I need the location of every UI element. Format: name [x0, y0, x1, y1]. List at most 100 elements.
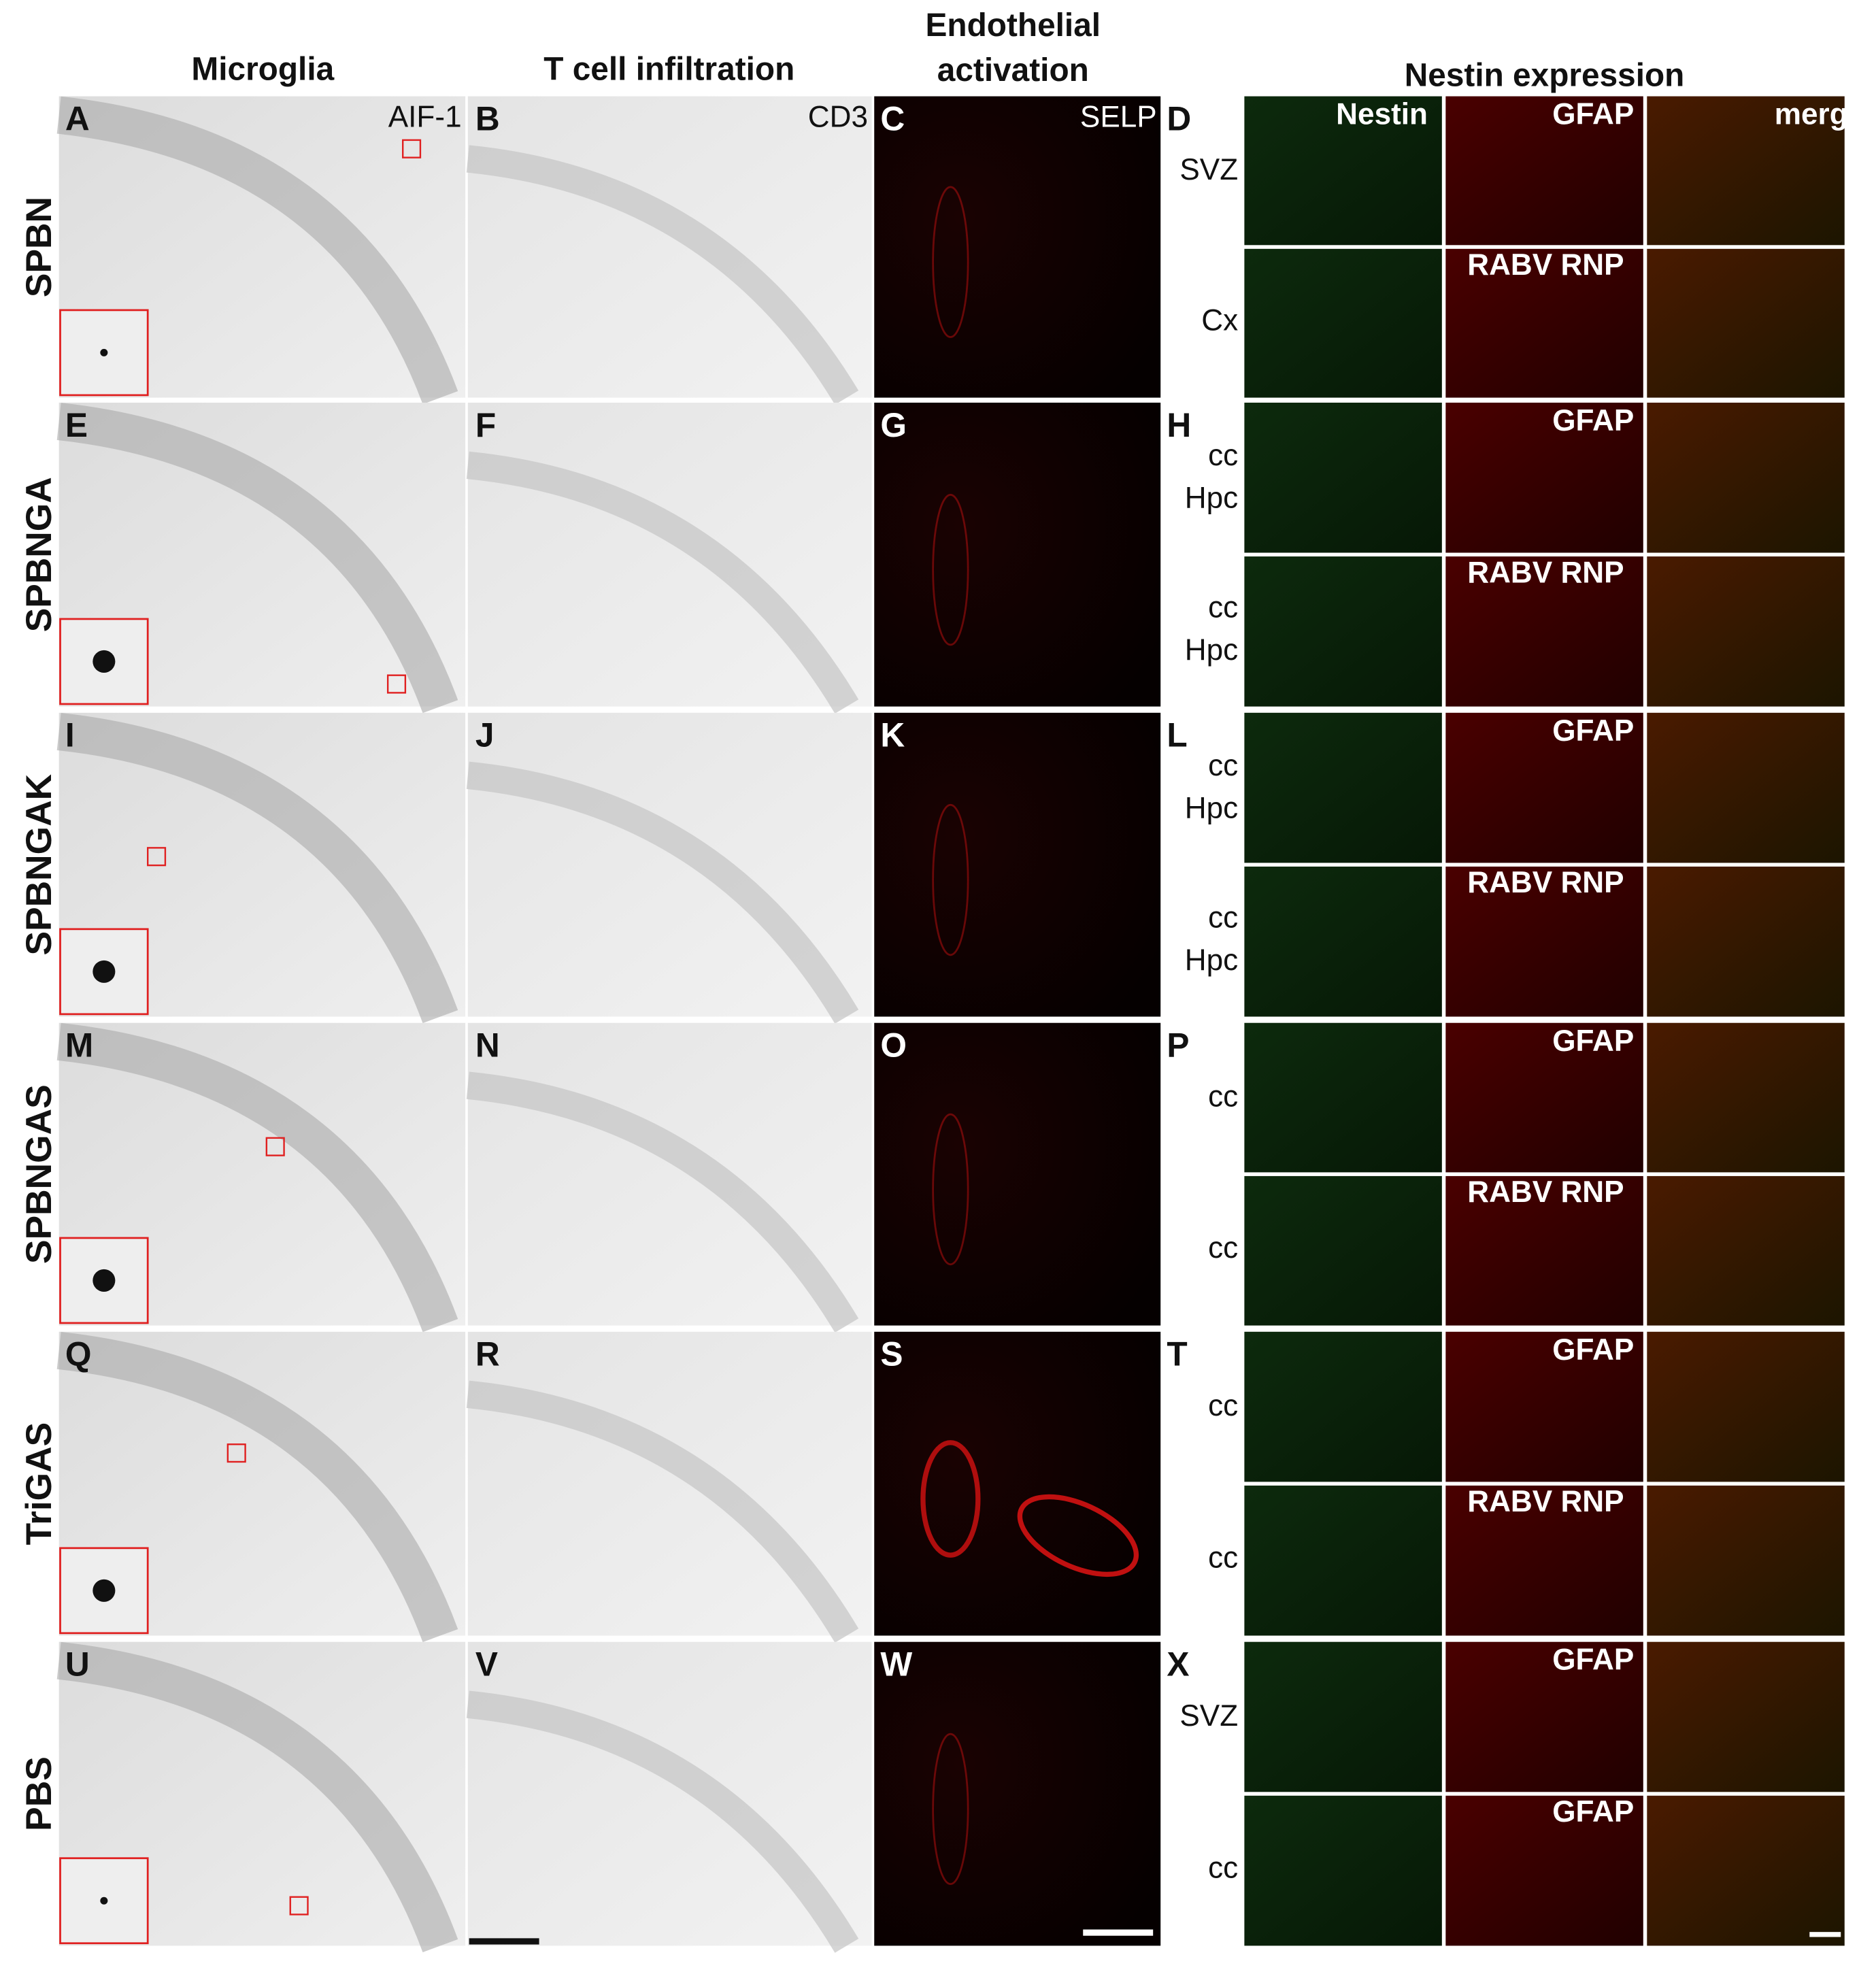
- fluorescence-panel: [1647, 556, 1845, 707]
- fluorescence-panel: [1647, 1331, 1845, 1482]
- channel-label: RABV RNP: [1467, 1485, 1624, 1518]
- inset-cell: [100, 1896, 108, 1905]
- marker-label: CD3: [808, 100, 868, 133]
- marker-label: AIF-1: [388, 100, 462, 133]
- white-matter-band: [56, 1331, 458, 1643]
- zoom-box: [265, 1137, 285, 1156]
- region-label: SVZ: [1179, 1699, 1238, 1733]
- fluorescence-panel: [1445, 866, 1643, 1017]
- fluorescence-panel: [1647, 1175, 1845, 1326]
- fluorescence-panel: [1244, 1795, 1442, 1946]
- channel-label: GFAP: [1552, 1333, 1634, 1367]
- panel-letter: J: [475, 716, 495, 754]
- panel-letter: R: [475, 1335, 500, 1373]
- channel-label: RABV RNP: [1467, 248, 1624, 282]
- zoom-box: [227, 1443, 246, 1463]
- fluorescence-panel: [1244, 248, 1442, 398]
- white-matter-band: [466, 145, 859, 405]
- row-label: SPBN: [19, 197, 59, 297]
- channel-label: GFAP: [1552, 98, 1634, 131]
- fluorescence-panel: [1647, 248, 1845, 398]
- region-label: Cx: [1201, 303, 1238, 337]
- fluorescence-panel: [1445, 96, 1643, 246]
- panel-letter: V: [475, 1645, 498, 1684]
- column-header: T cell infiltration: [543, 51, 794, 87]
- fluorescence-panel: [1244, 96, 1442, 246]
- panel-letter: B: [475, 99, 500, 137]
- selp-panel: [874, 1022, 1161, 1326]
- white-matter-band: [466, 1690, 859, 1953]
- column-header: activation: [937, 52, 1089, 88]
- panel-letter: L: [1167, 716, 1187, 754]
- channel-label: RABV RNP: [1467, 1175, 1624, 1209]
- row-label: SPBNGAK: [19, 774, 59, 956]
- row-label: TriGAS: [19, 1422, 59, 1545]
- panel-letter: X: [1167, 1645, 1189, 1684]
- panel-letter: F: [475, 406, 496, 444]
- channel-label: Nestin: [1336, 98, 1428, 131]
- vessel: [932, 803, 969, 956]
- white-matter-band: [466, 451, 859, 714]
- inset: [59, 1857, 149, 1945]
- fluorescence-panel: [1445, 1795, 1643, 1946]
- region-label: cc: [1208, 1231, 1238, 1265]
- scale-bar: [1083, 1929, 1154, 1936]
- fluorescence-panel: [1445, 248, 1643, 398]
- fluorescence-panel: [1244, 712, 1442, 863]
- channel-label: GFAP: [1552, 404, 1634, 437]
- fluorescence-panel: [1647, 1795, 1845, 1946]
- row-label: SPBNGA: [19, 477, 59, 632]
- scale-bar: [1809, 1932, 1841, 1937]
- fluorescence-panel: [1445, 1641, 1643, 1792]
- fluorescence-panel: [1244, 1022, 1442, 1173]
- fluorescence-panel: [1445, 402, 1643, 553]
- fluorescence-panel: [1244, 1175, 1442, 1326]
- channel-label: RABV RNP: [1467, 556, 1624, 589]
- fluorescence-panel: [1244, 866, 1442, 1017]
- region-label: cc: [1208, 1851, 1238, 1884]
- fluorescence-panel: [1647, 866, 1845, 1017]
- region-label: Hpc: [1185, 482, 1238, 515]
- fluorescence-panel: [1445, 1175, 1643, 1326]
- white-matter-band: [56, 96, 458, 405]
- panel-letter: O: [880, 1026, 907, 1065]
- vessel: [932, 493, 969, 646]
- region-label: cc: [1208, 749, 1238, 782]
- channel-label: GFAP: [1552, 1795, 1634, 1828]
- fluorescence-panel: [1647, 712, 1845, 863]
- fluorescence-panel: [1445, 1485, 1643, 1636]
- vessel: [932, 1733, 969, 1886]
- selp-panel: [874, 96, 1161, 398]
- panel-letter: N: [475, 1026, 500, 1065]
- channel-label: GFAP: [1552, 714, 1634, 748]
- fluorescence-panel: [1244, 556, 1442, 707]
- region-label: Hpc: [1185, 791, 1238, 824]
- region-label: cc: [1208, 1389, 1238, 1422]
- panel-letter: C: [880, 99, 905, 137]
- fluorescence-panel: [1647, 1485, 1845, 1636]
- white-matter-band: [466, 761, 859, 1024]
- fluorescence-panel: [1445, 556, 1643, 707]
- region-label: Hpc: [1185, 633, 1238, 667]
- vessel: [1017, 1494, 1139, 1577]
- fluorescence-panel: [1647, 402, 1845, 553]
- selp-panel: [874, 1331, 1161, 1636]
- panel-letter: W: [880, 1645, 912, 1684]
- region-label: cc: [1208, 1541, 1238, 1574]
- row-label: PBS: [19, 1756, 59, 1831]
- fluorescence-panel: [1445, 1331, 1643, 1482]
- panel-letter: S: [880, 1335, 903, 1373]
- row-label: SPBNGAS: [19, 1084, 59, 1264]
- panel-letter: K: [880, 716, 905, 754]
- fluorescence-panel: [1244, 1331, 1442, 1482]
- white-matter-band: [56, 403, 458, 714]
- channel-label: GFAP: [1552, 1643, 1634, 1677]
- inset-cell: [100, 348, 108, 356]
- channel-label: merge: [1775, 98, 1864, 131]
- panel-letter: E: [65, 406, 88, 444]
- zoom-box: [146, 847, 167, 867]
- fluorescence-panel: [1244, 402, 1442, 553]
- inset-cell: [93, 650, 116, 673]
